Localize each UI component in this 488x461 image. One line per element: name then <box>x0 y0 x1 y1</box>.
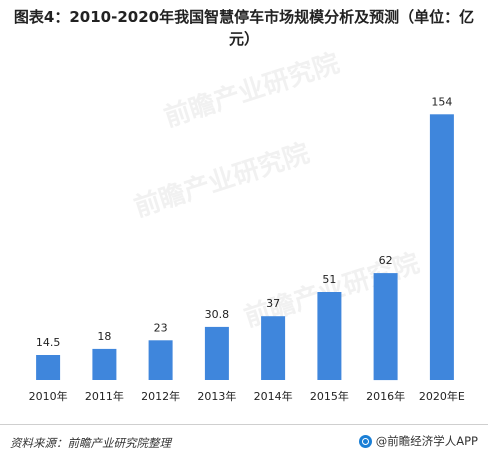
x-tick-label-1: 2011年 <box>85 389 124 403</box>
chart-title-line-1: 图表4：2010-2020年我国智慧停车市场规模分析及预测（单位：亿 <box>13 8 475 26</box>
value-label-4: 37 <box>266 297 280 310</box>
bars-group <box>36 114 454 381</box>
x-tick-labels-group: 2010年 2011年 2012年 2013年 2014年 2015年 2016年 2020年… <box>29 389 465 403</box>
bar-4 <box>261 316 286 380</box>
value-label-5: 51 <box>322 273 336 286</box>
x-tick-label-0: 2010年 <box>29 389 68 403</box>
source-text: 资料来源：前瞻产业研究院整理 <box>10 436 171 450</box>
chart-title: 图表4：2010-2020年我国智慧停车市场规模分析及预测（单位：亿 元） <box>8 6 480 50</box>
bar-7 <box>429 114 454 381</box>
bar-1 <box>92 348 117 380</box>
value-label-7: 154 <box>431 95 452 108</box>
x-tick-label-6: 2016年 <box>366 389 405 403</box>
footer: 资料来源：前瞻产业研究院整理 @前瞻经济学人APP <box>0 424 488 461</box>
bar-3 <box>204 326 229 380</box>
value-label-3: 30.8 <box>205 308 230 321</box>
bar-5 <box>317 292 342 380</box>
value-label-0: 14.5 <box>36 336 61 349</box>
brand-text: @前瞻经济学人APP <box>375 434 478 448</box>
bar-2 <box>148 340 173 380</box>
value-label-1: 18 <box>97 330 111 343</box>
brand-logo-icon <box>358 434 372 448</box>
x-tick-label-7: 2020年E <box>419 389 465 403</box>
x-tick-label-2: 2012年 <box>141 389 180 403</box>
x-tick-label-5: 2015年 <box>310 389 349 403</box>
x-tick-label-4: 2014年 <box>254 389 293 403</box>
x-tick-label-3: 2013年 <box>197 389 236 403</box>
brand: @前瞻经济学人APP <box>358 433 478 449</box>
bar-0 <box>36 355 61 380</box>
chart-title-line-2: 元） <box>228 30 259 48</box>
value-label-2: 23 <box>154 321 168 334</box>
value-label-6: 62 <box>379 254 393 267</box>
bar-6 <box>373 273 398 381</box>
value-labels-group: 14.5 18 23 30.8 37 51 62 154 <box>36 95 453 349</box>
